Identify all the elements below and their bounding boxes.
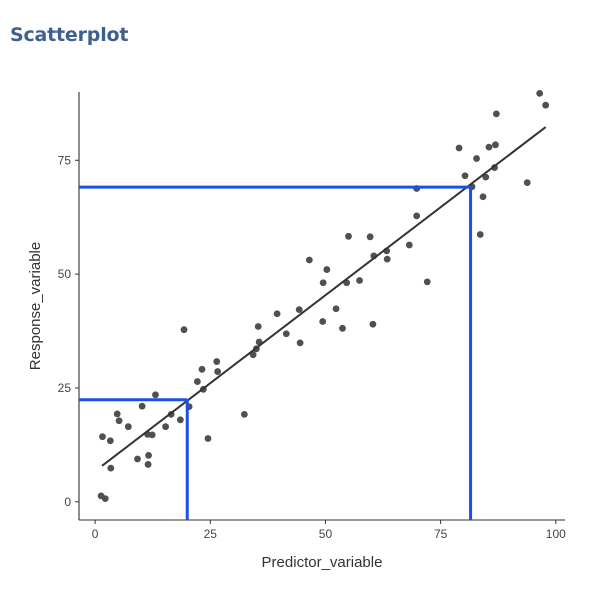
data-point [536, 89, 544, 97]
data-point [145, 451, 152, 459]
y-tick-label: 50 [58, 267, 72, 281]
data-point [273, 310, 281, 318]
data-point [282, 330, 290, 338]
data-point [254, 323, 262, 330]
data-point [542, 101, 550, 109]
x-tick-label: 75 [434, 527, 448, 541]
data-point [523, 179, 531, 187]
data-point [369, 320, 377, 328]
data-point [405, 241, 413, 249]
data-point [99, 433, 106, 441]
data-point [106, 437, 114, 445]
data-point [319, 318, 327, 325]
data-point [476, 231, 484, 238]
data-point [107, 464, 115, 472]
data-point [134, 455, 141, 463]
x-tick-label: 0 [92, 527, 99, 541]
reference-lines [79, 185, 473, 520]
x-tick-label: 25 [204, 527, 218, 541]
data-point [492, 141, 499, 149]
data-point [240, 410, 248, 418]
trend-line-group [101, 126, 547, 467]
data-point [193, 378, 201, 385]
trend-line [101, 126, 547, 467]
data-point [366, 233, 374, 241]
data-point [214, 368, 222, 375]
data-point [479, 193, 487, 201]
data-point [101, 495, 109, 502]
data-point [455, 144, 463, 152]
data-point [323, 266, 331, 273]
axes: 0 25 50 75 100 0 25 50 75 Predictor_variable Respo… [27, 92, 566, 571]
data-point [473, 155, 480, 162]
page-title: Scatterplot [10, 24, 129, 46]
data-point [345, 232, 352, 240]
data-point [115, 417, 123, 425]
data-point [295, 306, 303, 314]
data-point [176, 416, 184, 424]
data-point [113, 410, 121, 418]
data-point [162, 423, 170, 431]
x-tick-label: 100 [546, 527, 566, 541]
y-tick-label: 75 [58, 153, 72, 167]
x-tick-label: 50 [319, 527, 333, 541]
data-point [144, 461, 152, 468]
data-point [213, 358, 221, 365]
y-tick-label: 0 [64, 495, 71, 509]
data-point [319, 279, 327, 287]
data-point [423, 278, 431, 286]
data-point [482, 173, 490, 181]
y-tick-label: 25 [58, 381, 72, 395]
data-point [249, 351, 257, 359]
y-axis-title: Response_variable [27, 242, 44, 370]
data-point [198, 365, 206, 373]
data-point [204, 435, 212, 442]
data-point [138, 402, 146, 410]
data-point [296, 339, 304, 347]
data-point [492, 110, 500, 118]
data-points [97, 89, 550, 502]
data-point [180, 326, 188, 334]
data-point [413, 212, 421, 220]
data-point [339, 324, 346, 332]
data-point [485, 143, 493, 151]
x-axis-title: Predictor_variable [262, 554, 383, 571]
data-point [461, 172, 469, 180]
data-point [148, 431, 156, 439]
data-point [332, 305, 340, 313]
data-point [152, 391, 159, 399]
data-point [356, 277, 363, 284]
data-point [383, 255, 391, 263]
data-point [124, 423, 132, 431]
data-point [305, 256, 313, 264]
